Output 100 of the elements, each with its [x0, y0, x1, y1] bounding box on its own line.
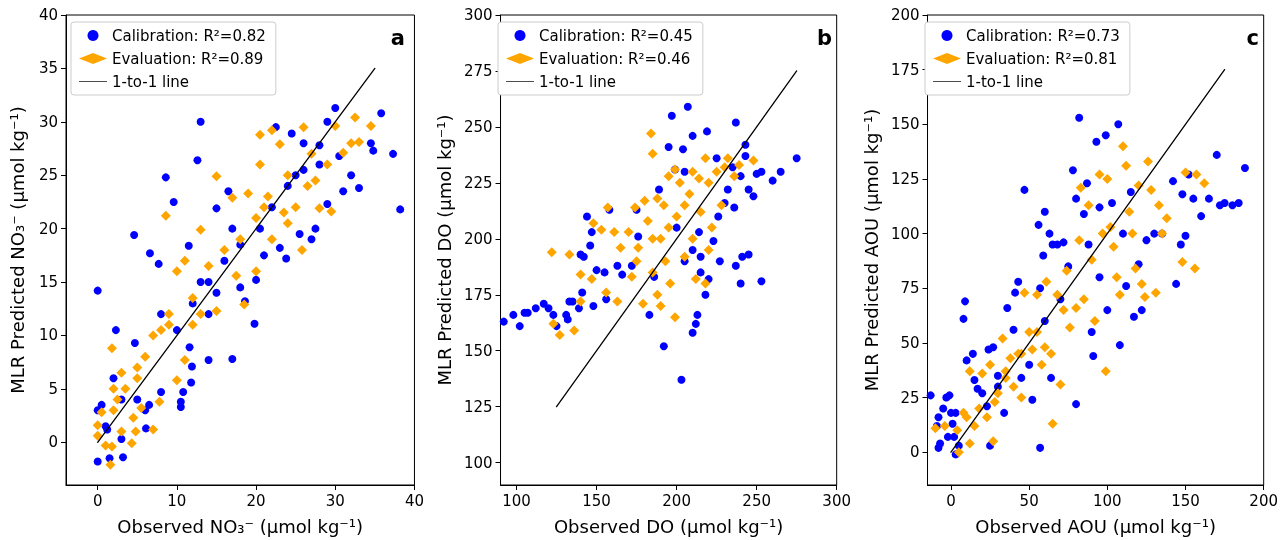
point	[633, 242, 644, 253]
y-tick-label: 35	[38, 59, 58, 78]
point	[564, 249, 575, 260]
point	[729, 171, 740, 182]
point	[663, 171, 674, 182]
y-tick-label: 275	[463, 61, 493, 80]
y-tick-label: 175	[890, 60, 920, 79]
x-tick-label: 150	[582, 491, 611, 510]
point	[711, 166, 722, 177]
point	[623, 227, 634, 238]
point	[706, 222, 717, 233]
y-tick-label: 75	[900, 279, 920, 298]
point	[655, 300, 666, 311]
point	[575, 296, 586, 307]
point	[658, 200, 669, 211]
point	[642, 215, 653, 226]
y-tick-label: 10	[38, 326, 58, 345]
y-tick-label: 175	[463, 285, 493, 304]
point	[569, 325, 580, 336]
y-tick-label: 5	[48, 379, 58, 398]
y-tick-label: 225	[463, 173, 493, 192]
point	[684, 189, 695, 200]
y-tick-label: 30	[38, 112, 58, 131]
y-tick-label: 25	[900, 388, 920, 407]
y-tick-label: 250	[463, 117, 493, 136]
point	[596, 224, 607, 235]
point	[615, 242, 626, 253]
annotation: c	[1246, 25, 1259, 50]
point	[716, 200, 727, 211]
x-tick-label: 200	[662, 491, 691, 510]
x-tick-label: 50	[1019, 491, 1039, 510]
point	[639, 195, 650, 206]
point	[586, 274, 597, 285]
y-tick-label: 100	[463, 453, 493, 472]
point	[700, 153, 711, 164]
x-tick-label: 300	[822, 491, 852, 510]
y-axis-title: MLR Predicted NO₃⁻ (µmol kg⁻¹)	[6, 106, 28, 394]
x-tick-label: 100	[502, 491, 531, 510]
x-tick-label: 30	[325, 491, 345, 510]
point	[687, 233, 698, 244]
point	[670, 312, 681, 323]
legend-label: Evaluation: R²=0.46	[539, 49, 691, 68]
point	[671, 211, 682, 222]
point	[612, 296, 623, 307]
point	[665, 278, 676, 289]
point	[548, 318, 559, 329]
legend-label: Evaluation: R²=0.89	[112, 49, 264, 68]
point	[674, 177, 685, 188]
legend-label: Evaluation: R²=0.81	[966, 49, 1118, 68]
legend-label: 1-to-1 line	[539, 72, 617, 91]
y-tick-label: 0	[48, 433, 58, 452]
legend-label: Calibration: R²=0.73	[966, 26, 1120, 45]
annotation: b	[816, 25, 833, 50]
point	[601, 287, 612, 298]
point	[575, 269, 586, 280]
point	[679, 200, 690, 211]
point	[690, 274, 701, 285]
y-tick-label: 100	[890, 224, 920, 243]
y-tick-label: 150	[890, 115, 920, 134]
y-tick-label: 15	[38, 273, 58, 292]
point	[609, 227, 620, 238]
annotation: a	[390, 25, 405, 50]
x-tick-label: 250	[742, 491, 771, 510]
y-tick-label: 0	[909, 443, 920, 462]
y-tick-label: 50	[900, 333, 920, 352]
y-tick-label: 200	[890, 6, 920, 24]
point	[694, 173, 705, 184]
point	[646, 128, 656, 139]
point	[703, 245, 714, 255]
point	[652, 193, 663, 204]
point	[655, 233, 666, 244]
x-tick-label: 100	[1093, 491, 1122, 510]
x-axis-title: Observed NO₃⁻ (µmol kg⁻¹)	[117, 515, 364, 537]
point	[588, 218, 599, 229]
x-tick-label: 0	[946, 491, 956, 510]
point	[695, 206, 706, 217]
point	[546, 247, 557, 258]
point	[638, 298, 648, 309]
x-axis-title: Observed AOU (µmol kg⁻¹)	[975, 515, 1216, 537]
point	[748, 155, 759, 166]
point	[647, 233, 658, 244]
legend-label: 1-to-1 line	[112, 72, 190, 91]
x-tick-label: 10	[167, 491, 187, 510]
x-tick-label: 200	[1249, 491, 1279, 510]
legend-label: 1-to-1 line	[966, 72, 1044, 91]
x-axis-title: Observed DO (µmol kg⁻¹)	[553, 515, 784, 537]
point	[703, 177, 714, 188]
point	[631, 256, 642, 267]
x-tick-label: 20	[246, 491, 266, 510]
x-tick-label: 40	[404, 491, 424, 510]
x-tick-label: 0	[92, 491, 103, 510]
y-tick-label: 150	[463, 341, 493, 360]
y-tick-label: 300	[463, 6, 493, 24]
y-tick-label: 200	[463, 229, 493, 248]
point	[722, 153, 733, 164]
point	[554, 330, 565, 341]
point	[663, 222, 674, 233]
legend-label: Calibration: R²=0.82	[112, 26, 266, 45]
x-tick-label: 150	[1171, 491, 1200, 510]
point	[687, 166, 698, 177]
